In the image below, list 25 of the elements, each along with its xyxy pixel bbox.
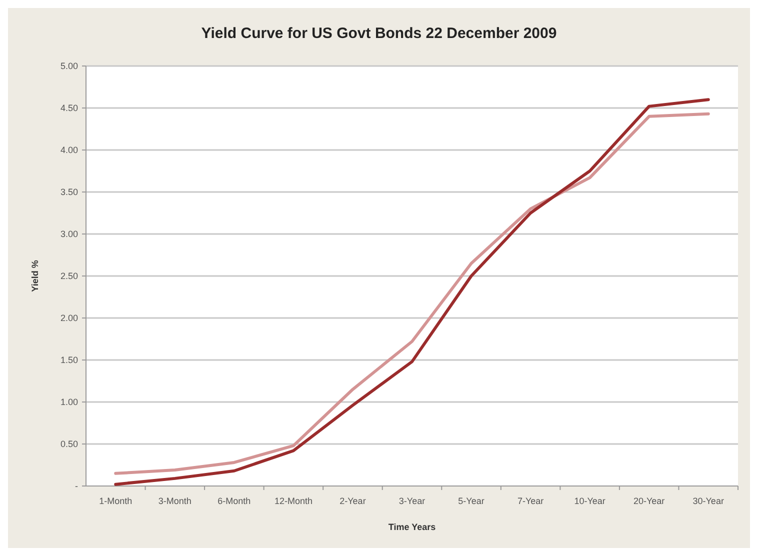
y-tick-label: 5.00: [60, 61, 78, 72]
x-tick-label: 1-Month: [99, 496, 132, 506]
y-tick-label: 2.00: [60, 313, 78, 324]
y-tick-label: 0.50: [60, 439, 78, 450]
x-tick-label: 20-Year: [633, 496, 665, 506]
chart-title: Yield Curve for US Govt Bonds 22 December 2009: [201, 25, 557, 42]
x-tick-label: 30-Year: [692, 496, 724, 506]
x-tick-label: 2-Year: [340, 496, 366, 506]
y-axis-title: Yield %: [30, 260, 40, 292]
x-tick-label: 5-Year: [458, 496, 484, 506]
x-tick-label: 3-Year: [398, 496, 426, 506]
y-tick-label: 4.00: [60, 145, 78, 156]
y-tick-label: 4.50: [60, 103, 78, 114]
y-tick-label: 3.50: [60, 187, 78, 198]
x-tick-label: 3-Month: [158, 496, 192, 506]
x-tick-label: 10-Year: [574, 496, 606, 506]
x-axis-title: Time Years: [388, 522, 436, 532]
x-tick-label: 12-Month: [274, 496, 312, 506]
y-tick-label: 1.00: [60, 397, 78, 408]
x-tick-label: 7-Year: [517, 496, 544, 506]
y-tick-label: 3.00: [60, 229, 78, 240]
x-tick-label: 6-Month: [218, 496, 251, 506]
y-tick-label: 1.50: [60, 355, 78, 366]
y-tick-label: -: [75, 481, 78, 492]
y-tick-label: 2.50: [60, 271, 78, 282]
